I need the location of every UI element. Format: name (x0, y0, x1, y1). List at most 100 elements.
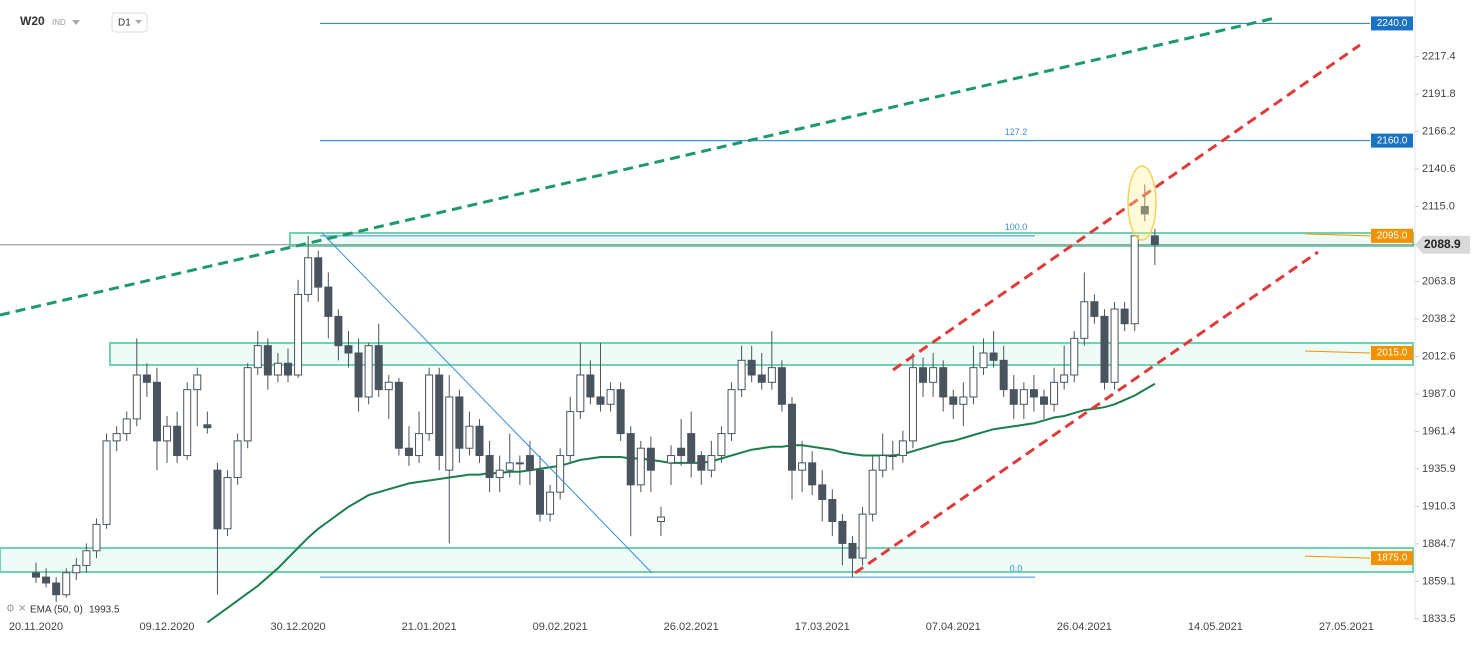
y-tick-label: 2012.6 (1422, 350, 1456, 362)
price-label-box (1415, 235, 1470, 254)
y-tick-label: 2038.2 (1422, 313, 1456, 325)
y-tick-label: 1884.7 (1422, 538, 1456, 550)
candle-body (52, 582, 61, 596)
dropdown-icon (135, 20, 142, 24)
candle-body (808, 462, 817, 486)
level-label-box (1371, 551, 1413, 566)
fib-label: 127.2 (1005, 127, 1028, 137)
x-tick-label: 17.03.2021 (795, 621, 850, 633)
level-label: 2160.0 (1377, 135, 1408, 146)
candle-body (364, 345, 373, 398)
candle-body (898, 440, 907, 457)
candle-body (1029, 389, 1038, 398)
x-tick-label: 27.05.2021 (1319, 621, 1374, 633)
candle-body (929, 367, 938, 383)
highlight (1127, 165, 1157, 241)
candle-body (888, 455, 897, 458)
candle-body (767, 367, 776, 383)
level-label-box (1371, 16, 1413, 31)
plot (0, 22, 1415, 624)
candle-body (445, 396, 454, 471)
candle-body (616, 389, 625, 435)
candle-body (1050, 381, 1059, 405)
y-tick-label: 1987.0 (1422, 388, 1456, 400)
candle-body (233, 440, 242, 479)
fib-label: 0.0 (1010, 564, 1023, 574)
candle-body (132, 374, 141, 420)
candle-body (626, 433, 635, 486)
candle-body (142, 374, 151, 383)
candle-body (92, 523, 101, 552)
candle-body (213, 469, 222, 530)
candle-body (656, 516, 665, 522)
candle-body (253, 345, 262, 369)
y-tick-label: 1833.5 (1422, 613, 1456, 625)
candle-body (475, 425, 484, 457)
channel-line (854, 250, 1319, 575)
candle-body (294, 293, 303, 376)
candle-body (606, 389, 615, 405)
candle-body (707, 455, 716, 471)
candle-body (374, 345, 383, 391)
candle-body (193, 374, 202, 391)
interval-select[interactable] (111, 12, 148, 33)
candle-body (1040, 396, 1048, 405)
candle-body (525, 455, 534, 471)
candle-body (1150, 235, 1159, 246)
close-icon[interactable]: ✕ (18, 604, 26, 615)
candle-body (42, 576, 51, 584)
candle-body (546, 491, 555, 515)
candle-body (838, 520, 847, 544)
candle-body (1080, 301, 1089, 339)
candle-body (576, 374, 585, 413)
y-tick-label: 1961.4 (1422, 425, 1456, 437)
candle-body (828, 498, 837, 522)
candle-body (1060, 374, 1069, 383)
y-tick-label: 1935.9 (1422, 463, 1456, 475)
candle-body (304, 257, 313, 295)
candle-body (354, 352, 363, 398)
y-tick-label: 1910.3 (1422, 500, 1456, 512)
candle-body (32, 572, 40, 578)
candle-body (404, 447, 413, 457)
candle-body (72, 564, 81, 574)
legend-box (0, 602, 125, 618)
level-label: 2015.0 (1377, 348, 1408, 359)
level-label: 1875.0 (1377, 553, 1408, 564)
settings-icon[interactable]: ⚙ (6, 604, 15, 615)
candle-body (858, 513, 867, 559)
symbol: W20 (20, 14, 45, 28)
candle-body (646, 447, 655, 471)
y-tick-label: 2140.6 (1422, 163, 1456, 175)
x-tick-label: 09.12.2020 (140, 621, 195, 633)
y-tick-label: 2166.2 (1422, 125, 1456, 137)
candle-body (959, 396, 968, 405)
candle-body (425, 374, 434, 435)
dropdown-icon[interactable] (72, 20, 80, 25)
candle-body (203, 424, 212, 429)
indicator-name: EMA (50, 0) (30, 605, 83, 616)
trend-line (0, 16, 1276, 317)
candle-body (1130, 235, 1139, 325)
candle-body (737, 359, 746, 391)
candle-body (1100, 315, 1109, 383)
candle-body (112, 433, 121, 442)
candle-body (727, 389, 736, 435)
candle-body (284, 362, 292, 376)
candle-body (868, 469, 877, 515)
y-tick-label: 2115.0 (1422, 200, 1455, 212)
trend-line (321, 232, 653, 574)
candle-body (243, 367, 252, 442)
x-tick-label: 07.04.2021 (926, 621, 981, 633)
level-label-box (1371, 228, 1413, 243)
x-tick-label: 21.01.2021 (402, 621, 457, 633)
candle-body (183, 389, 192, 457)
candle-body (989, 352, 998, 361)
candle-body (435, 374, 444, 457)
candle-body (223, 477, 232, 530)
candle-body (949, 396, 958, 405)
candle-body (667, 455, 676, 464)
candle-body (777, 367, 786, 405)
candle-body (1120, 308, 1129, 325)
